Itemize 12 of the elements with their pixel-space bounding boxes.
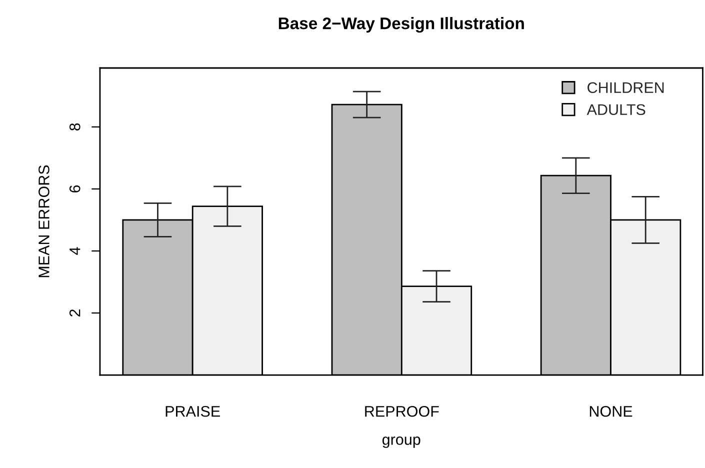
y-tick-label: 4 [70,247,80,255]
y-axis-title: MEAN ERRORS [38,165,50,278]
x-tick-label: PRAISE [166,406,220,417]
chart-title: Base 2−Way Design Illustration [278,17,524,33]
x-tick-label: NONE [590,406,632,417]
x-axis-title: group [382,436,420,448]
y-tick-label: 8 [69,123,80,131]
legend-label: ADULTS [586,104,646,116]
y-tick-label: 2 [69,310,80,316]
legend-label: CHILDREN [588,82,664,94]
y-tick-label: 6 [69,185,80,192]
x-tick-label: REPROOF [365,406,439,417]
